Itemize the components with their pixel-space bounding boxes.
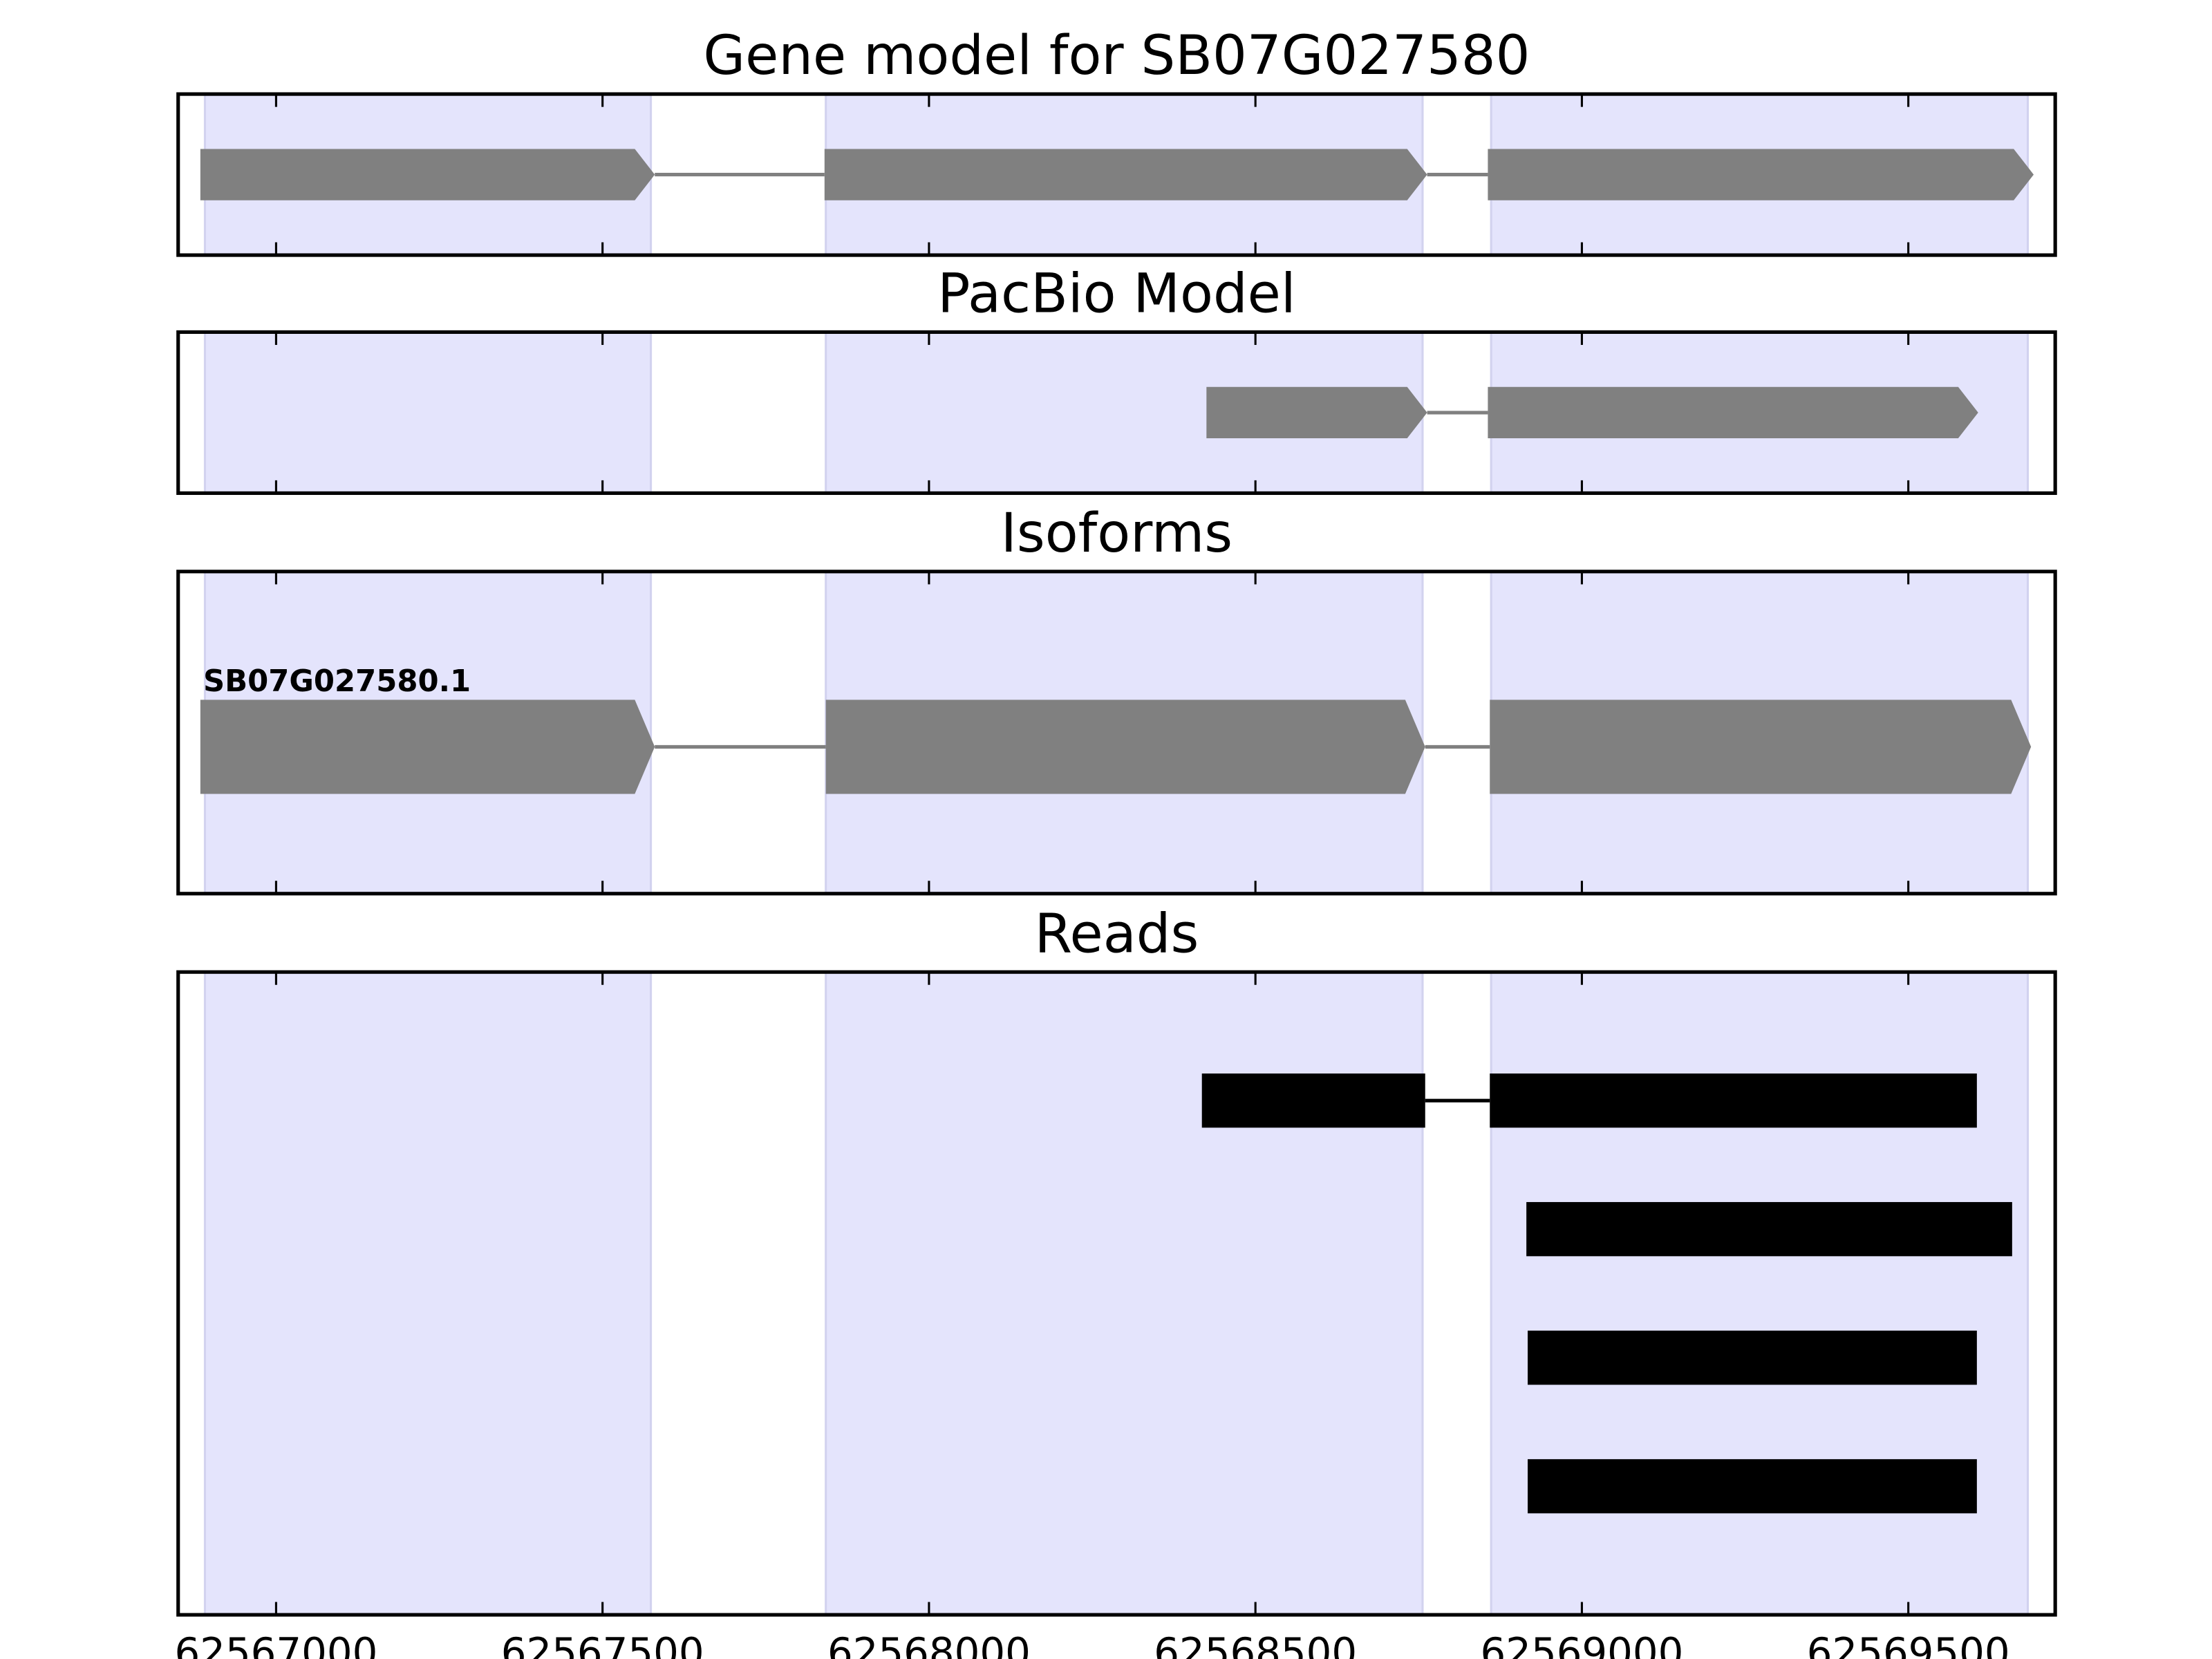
panel-frame [176,970,2057,1617]
exon-region [203,971,653,1616]
read-block [1201,1073,1425,1128]
isoform-label: SB07G027580.1 [203,664,471,699]
x-tick-label: 62568000 [827,1629,1031,1659]
x-tick-label: 62567000 [175,1629,378,1659]
exon [824,149,1427,200]
x-tick-label: 62569000 [1481,1629,1684,1659]
exon [200,149,655,200]
exon [1488,149,2034,200]
read-block [1526,1201,2012,1257]
panel-title: Gene model for SB07G027580 [703,24,1530,87]
exon [200,700,655,794]
read-block [1490,1073,1977,1128]
exon [1490,700,2032,794]
exon-region [825,971,1424,1616]
read-block [1528,1459,1977,1514]
exon-region [203,330,653,494]
panel-title: Reads [1035,902,1199,965]
panel-title: Isoforms [1001,502,1232,565]
exon [1206,386,1427,439]
panel-frame [176,570,2057,896]
exon-region [1490,971,2030,1616]
exon [1488,386,1978,439]
read-block [1528,1330,1977,1385]
x-tick-label: 62569500 [1807,1629,2010,1659]
panel-frame [176,92,2057,257]
x-tick-label: 62568500 [1154,1629,1357,1659]
exon [825,700,1425,794]
x-tick-label: 62567500 [501,1629,704,1659]
panel-frame [176,330,2057,495]
panel-title: PacBio Model [937,263,1295,326]
